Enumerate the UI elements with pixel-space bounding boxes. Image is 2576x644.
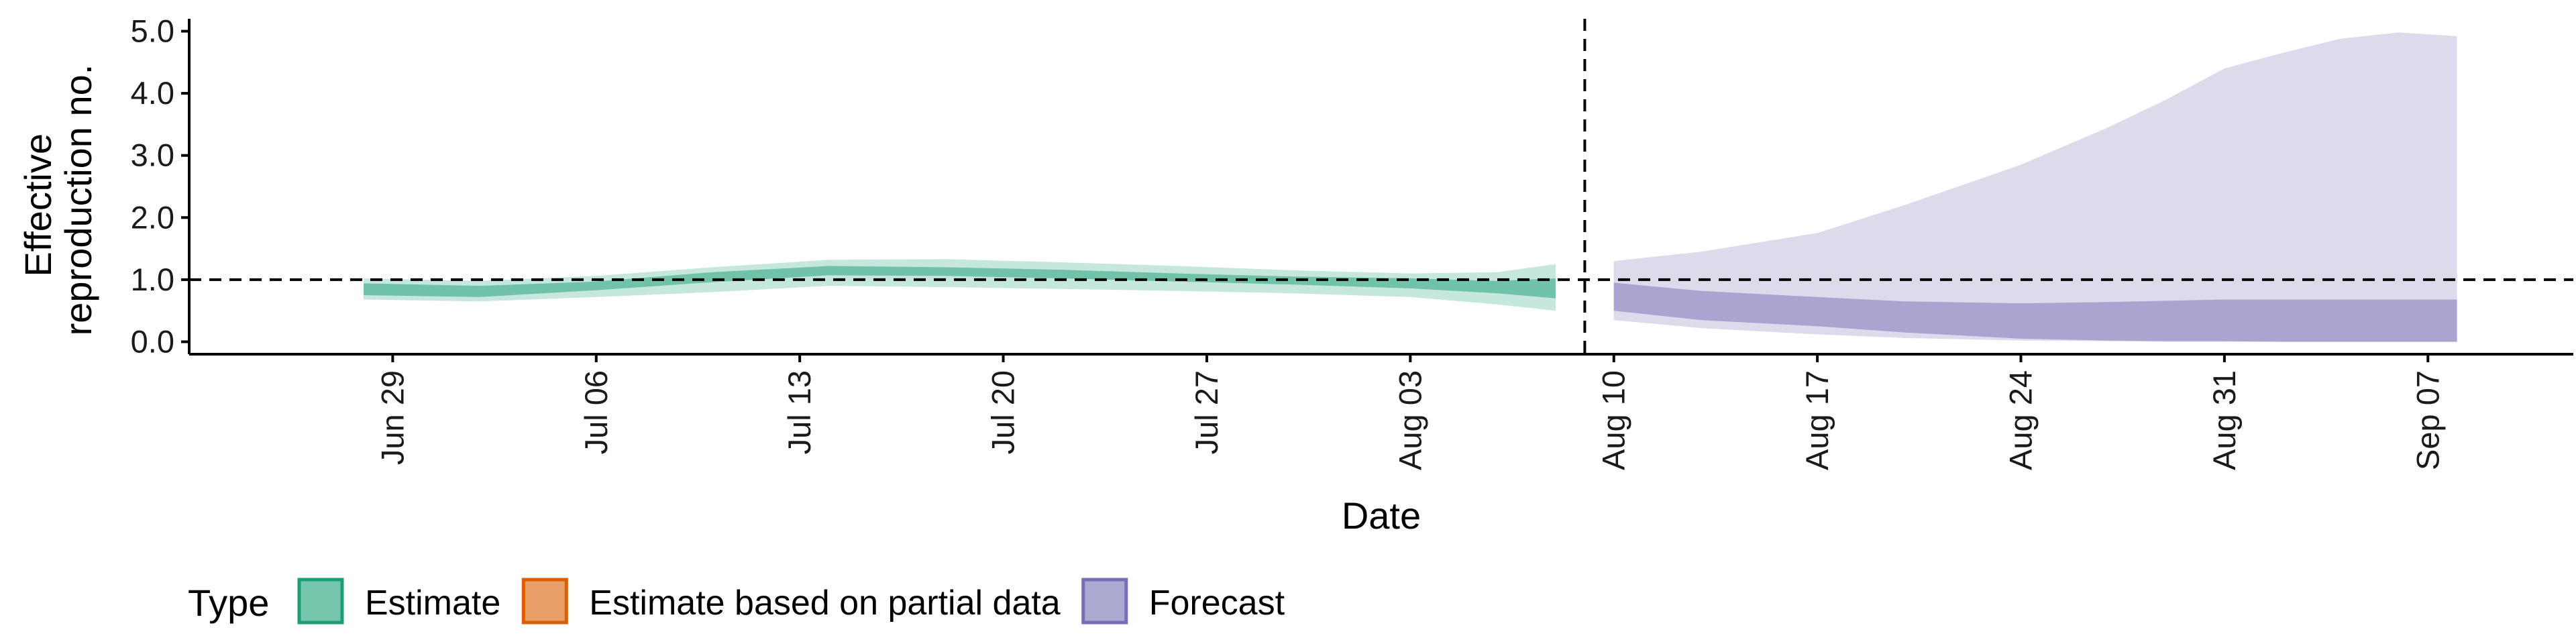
y-axis-title-line-2: reproduction no.: [57, 64, 99, 336]
band-outer-estimate: [364, 259, 1556, 311]
legend: Type Estimate Estimate based on partial d…: [188, 578, 1285, 625]
legend-swatch-estimate: [297, 578, 344, 625]
legend-title: Type: [188, 582, 269, 624]
y-axis-title-line-1: Effective: [17, 133, 59, 277]
band-inner-estimate: [364, 266, 1556, 299]
x-axis-title: Date: [1342, 494, 1421, 537]
x-axis-ticks: Jun 29 Jul 06 Jul 13 Jul 20 Jul 27 Aug 03 Aug …: [374, 354, 2445, 470]
x-tick-label: Aug 31: [2206, 370, 2242, 470]
y-tick-label: 1.0: [131, 262, 174, 297]
y-tick-label: 0.0: [131, 323, 174, 359]
legend-label-estimate: Estimate: [365, 584, 500, 623]
x-tick-label: Jul 06: [578, 370, 614, 454]
series-bands: [364, 32, 2457, 342]
band-outer-forecast: [1613, 32, 2457, 342]
y-tick-label: 4.0: [131, 75, 174, 111]
legend-swatch-estimate-based-on-partial-data: [521, 578, 568, 625]
x-tick-label: Aug 17: [1799, 370, 1835, 470]
band-inner-forecast: [1613, 282, 2457, 342]
legend-label-estimate-based-on-partial-data: Estimate based on partial data: [589, 584, 1061, 623]
legend-swatch-forecast: [1081, 578, 1128, 625]
x-tick-label: Aug 03: [1392, 370, 1428, 470]
y-tick-label: 5.0: [131, 13, 174, 49]
y-tick-label: 3.0: [131, 138, 174, 173]
y-axis-ticks: 0.0 1.0 2.0 3.0 4.0 5.0: [131, 13, 189, 359]
legend-label-forecast: Forecast: [1149, 584, 1285, 623]
y-axis-title: Effective reproduction no.: [17, 64, 99, 336]
x-tick-label: Jul 27: [1189, 370, 1224, 454]
x-tick-label: Jul 20: [985, 370, 1021, 454]
plot-area: 0.0 1.0 2.0 3.0 4.0 5.0 Jun 29 Jul 06 Jul 13 Jul…: [131, 13, 2573, 470]
x-tick-label: Sep 07: [2410, 370, 2445, 470]
x-tick-label: Jul 13: [782, 370, 817, 454]
y-tick-label: 2.0: [131, 199, 174, 235]
x-tick-label: Aug 24: [2003, 370, 2039, 470]
x-tick-label: Aug 10: [1596, 370, 1631, 470]
x-tick-label: Jun 29: [374, 370, 410, 465]
